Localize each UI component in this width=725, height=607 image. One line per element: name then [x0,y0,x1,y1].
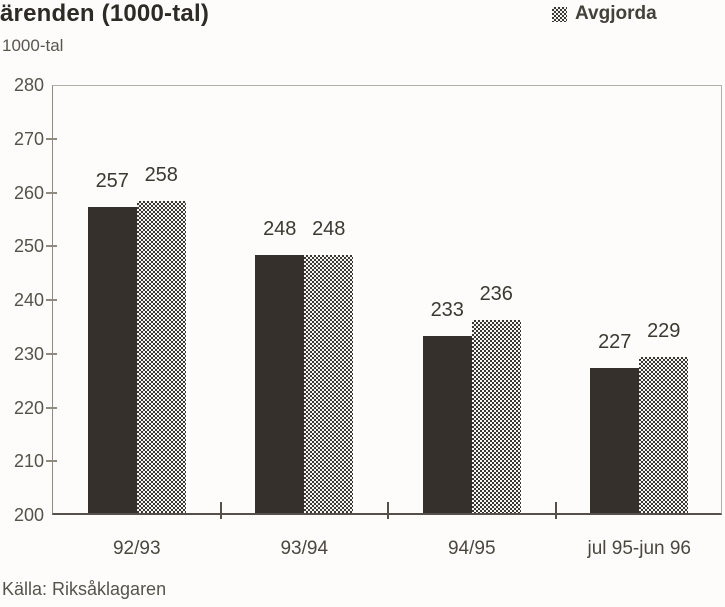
y-tick-label: 270 [13,128,44,149]
x-category-label: 93/94 [280,538,329,559]
checker-square-icon [552,6,567,22]
legend-label: Avgjorda [575,3,657,24]
bar-value-label: 233 [430,298,464,321]
plot-area: 257 258 92/93 248 248 93/94 233 236 94/95 227 229 j… [52,85,722,558]
x-category-label: 94/95 [447,538,496,559]
x-tick-mark [219,502,222,519]
bar-checker [471,319,521,513]
chart-title: ärenden (1000-tal) [0,0,210,27]
bar-checker [304,255,354,513]
bar-value-label: 236 [479,282,513,305]
x-category-label: 92/93 [112,538,161,559]
y-tick-label: 280 [13,75,44,95]
bar-solid [87,206,137,513]
legend: Avgjorda [552,3,657,25]
y-tick-label: 240 [13,290,44,310]
y-tick-label: 200 [13,505,44,525]
bar-solid [422,335,472,513]
y-tick-label: 220 [13,397,44,418]
bar-checker [639,357,689,513]
bar-value-label: 229 [647,320,681,343]
bar-checker [136,201,186,513]
bar-value-label: 258 [144,164,178,187]
x-tick-mark [387,502,389,519]
y-tick-label: 210 [13,451,44,472]
bar-solid [255,255,305,513]
y-tick-label: 260 [13,182,44,203]
x-tick-mark [554,502,557,519]
y-tick-mark [46,460,57,463]
bar-value-label: 227 [598,330,632,353]
y-axis-unit-label: 1000-tal [2,36,64,55]
y-tick-mark [46,406,57,409]
y-tick-mark [46,137,57,140]
bar-value-label: 257 [95,169,129,192]
source-note: Källa: Riksåklagaren [2,579,167,599]
y-tick-label: 230 [13,343,44,364]
bar-value-label: 248 [263,218,297,240]
y-tick-mark [46,245,57,248]
y-tick-mark [46,191,57,194]
bar-solid [590,367,640,513]
bar-value-label: 248 [312,218,346,240]
y-tick-mark [46,352,57,355]
y-tick-label: 250 [13,236,44,257]
x-category-label: jul 95-jun 96 [587,538,692,559]
y-tick-mark [46,299,57,301]
